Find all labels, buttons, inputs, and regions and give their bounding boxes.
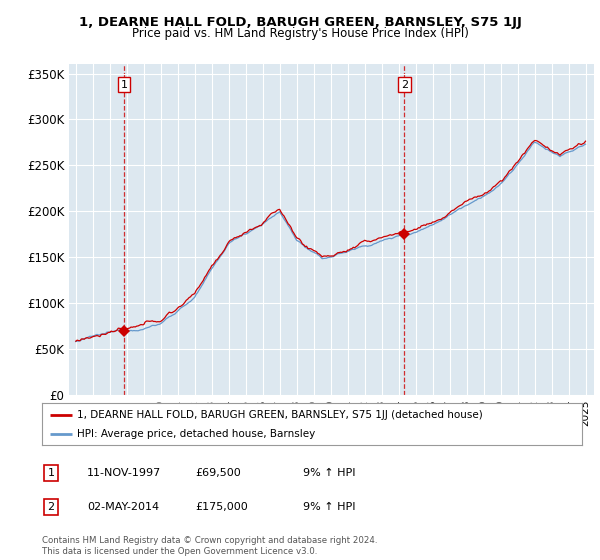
Text: 02-MAY-2014: 02-MAY-2014	[87, 502, 159, 512]
Text: 2: 2	[47, 502, 55, 512]
Text: 1, DEARNE HALL FOLD, BARUGH GREEN, BARNSLEY, S75 1JJ (detached house): 1, DEARNE HALL FOLD, BARUGH GREEN, BARNS…	[77, 409, 483, 419]
Text: 2: 2	[401, 80, 408, 90]
Text: 9% ↑ HPI: 9% ↑ HPI	[303, 502, 355, 512]
Text: Price paid vs. HM Land Registry's House Price Index (HPI): Price paid vs. HM Land Registry's House …	[131, 27, 469, 40]
Text: £69,500: £69,500	[195, 468, 241, 478]
Text: 1: 1	[47, 468, 55, 478]
Text: 1: 1	[121, 80, 127, 90]
Text: £175,000: £175,000	[195, 502, 248, 512]
Text: 9% ↑ HPI: 9% ↑ HPI	[303, 468, 355, 478]
Text: HPI: Average price, detached house, Barnsley: HPI: Average price, detached house, Barn…	[77, 429, 316, 439]
Text: 11-NOV-1997: 11-NOV-1997	[87, 468, 161, 478]
Text: 1, DEARNE HALL FOLD, BARUGH GREEN, BARNSLEY, S75 1JJ: 1, DEARNE HALL FOLD, BARUGH GREEN, BARNS…	[79, 16, 521, 29]
Text: Contains HM Land Registry data © Crown copyright and database right 2024.
This d: Contains HM Land Registry data © Crown c…	[42, 536, 377, 556]
